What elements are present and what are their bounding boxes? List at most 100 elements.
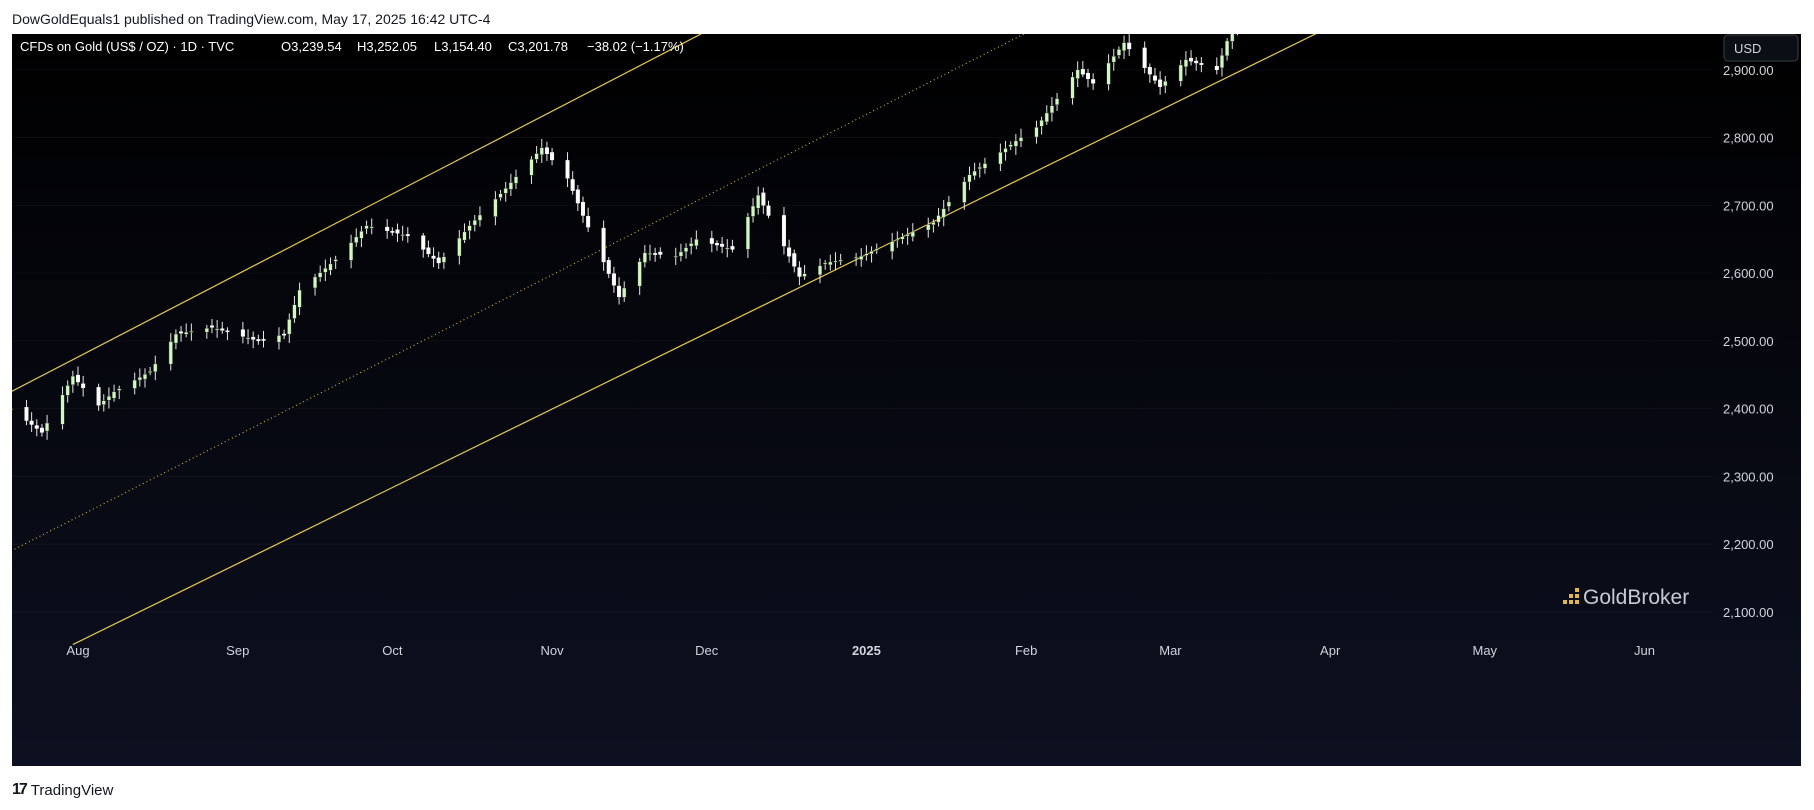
goldbroker-watermark: GoldBroker: [1563, 586, 1689, 609]
channel-layer: [12, 34, 1317, 646]
candle-up: [12, 408, 14, 411]
candle-down: [550, 152, 555, 161]
time-tick-label: 2025: [852, 643, 881, 658]
candle-down: [580, 202, 585, 216]
candle-up: [859, 255, 864, 260]
candle-up: [65, 385, 70, 396]
candle-down: [1147, 67, 1152, 75]
channel-upper-line: [12, 34, 703, 392]
candle-up: [204, 328, 209, 333]
gold-price-chart[interactable]: 543.46 (18.38%) 543,460543.46 (17.40%) 5…: [12, 34, 1801, 766]
candle-up: [508, 182, 513, 190]
candle-up: [457, 237, 462, 257]
candle-up: [895, 239, 900, 241]
candle-up: [838, 259, 843, 262]
candle-down: [709, 238, 714, 244]
candle-down: [395, 229, 400, 234]
candle-down: [24, 407, 29, 421]
tradingview-logo-icon: 17: [12, 781, 28, 798]
candle-up: [539, 147, 544, 155]
candle-down: [1194, 60, 1199, 64]
legend-change: −38.02 (−1.17%): [587, 39, 684, 54]
candle-up: [333, 259, 338, 262]
legend-open: O3,239.54: [281, 39, 342, 54]
candle-down: [714, 243, 719, 246]
candle-down: [220, 328, 225, 331]
candle-up: [998, 152, 1003, 165]
candle-up: [725, 247, 730, 250]
candle-down: [240, 329, 245, 337]
candle-up: [1044, 112, 1049, 123]
candle-up: [1106, 62, 1111, 85]
chart-panel[interactable]: 543.46 (18.38%) 543,460543.46 (17.40%) 5…: [12, 34, 1801, 766]
candle-up: [364, 225, 369, 229]
candle-up: [287, 319, 292, 335]
candle-up: [854, 256, 859, 259]
candle-up: [977, 167, 982, 170]
candle-up: [148, 371, 153, 373]
candle-down: [575, 189, 580, 204]
candle-down: [1091, 79, 1096, 84]
channel-lower-line: [72, 34, 1317, 646]
time-tick-label: Jun: [1634, 643, 1655, 658]
time-tick-label: Oct: [382, 643, 403, 658]
price-tick-label: 2,200.00: [1723, 537, 1774, 552]
candle-up: [890, 241, 895, 252]
candle-up: [622, 287, 627, 298]
tradingview-brand: TradingView: [30, 781, 114, 799]
candle-up: [246, 337, 251, 340]
candle-down: [1158, 79, 1163, 87]
candle-up: [70, 375, 75, 385]
candle-down: [658, 251, 663, 255]
candle-up: [1039, 119, 1044, 127]
time-tick-label: Mar: [1159, 643, 1182, 658]
candle-down: [96, 387, 101, 406]
candle-up: [1008, 144, 1013, 147]
candle-up: [106, 396, 111, 401]
candle-up: [1116, 49, 1121, 56]
candle-up: [292, 304, 297, 319]
candle-up: [967, 174, 972, 183]
candle-up: [982, 163, 987, 169]
candle-up: [900, 236, 905, 240]
candle-down: [617, 285, 622, 298]
currency-button[interactable]: USD: [1723, 34, 1799, 62]
candle-up: [112, 391, 117, 399]
candle-up: [1034, 127, 1039, 138]
candle-down: [1142, 47, 1147, 69]
time-tick-label: Sep: [226, 643, 249, 658]
candle-down: [1080, 69, 1085, 75]
candle-down: [75, 374, 80, 383]
candle-up: [756, 194, 761, 209]
time-tick-label: Aug: [66, 643, 89, 658]
candle-down: [1214, 65, 1219, 70]
candle-up: [359, 231, 364, 239]
candle-down: [730, 246, 735, 250]
candle-up: [689, 243, 694, 247]
candle-down: [606, 260, 611, 274]
candle-up: [869, 251, 874, 254]
candle-up: [117, 388, 122, 391]
candle-up: [60, 394, 65, 425]
candle-down: [565, 160, 570, 179]
candles-layer: [12, 34, 1238, 440]
candle-down: [1199, 63, 1204, 65]
time-tick-label: Nov: [541, 643, 565, 658]
candle-up: [647, 253, 652, 255]
candle-down: [431, 255, 436, 259]
candle-up: [369, 226, 374, 229]
tradingview-footer[interactable]: 17 TradingView: [12, 781, 113, 799]
candle-up: [142, 374, 147, 380]
candle-down: [34, 425, 39, 429]
candle-down: [1127, 42, 1132, 50]
grid-layer: [12, 69, 1712, 613]
candle-up: [503, 188, 508, 194]
candle-up: [910, 231, 915, 237]
candle-up: [276, 335, 281, 343]
legend-symbol: CFDs on Gold (US$ / OZ) · 1D · TVC: [20, 39, 234, 54]
candle-up: [1018, 137, 1023, 142]
candle-up: [694, 239, 699, 246]
candle-down: [1085, 72, 1090, 79]
candle-down: [405, 234, 410, 237]
candle-up: [874, 248, 879, 251]
